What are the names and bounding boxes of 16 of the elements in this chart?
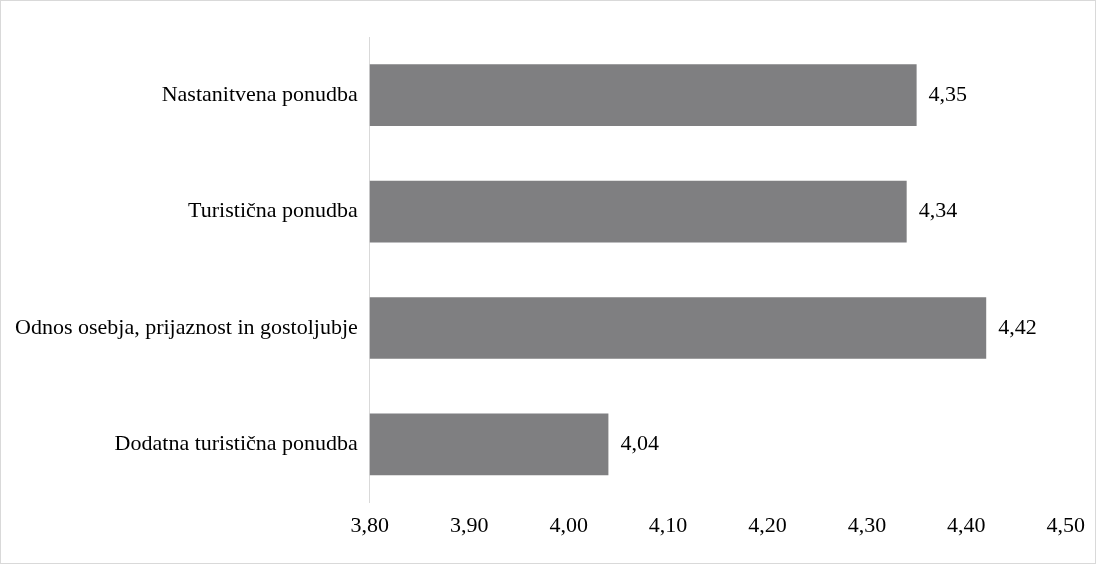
data-label: 4,04 (620, 430, 659, 456)
y-tick-label: Turistična ponudba (188, 197, 359, 223)
x-tick-label: 3,90 (449, 511, 489, 537)
y-tick-label: Odnos osebja, prijaznost in gostoljubje (15, 313, 358, 339)
y-tick-label: Nastanitvena ponudba (161, 80, 359, 106)
data-label: 4,35 (928, 80, 968, 106)
y-tick-label: Dodatna turistična ponudba (114, 430, 359, 456)
x-tick-label: 4,10 (648, 511, 688, 537)
data-label: 4,34 (918, 197, 958, 223)
x-tick-label: 4,20 (748, 511, 787, 537)
x-tick-label: 4,30 (847, 511, 887, 537)
x-tick-label: 4,50 (1046, 511, 1085, 537)
x-tick-label: 3,80 (350, 511, 390, 537)
data-label: 4,42 (998, 313, 1037, 339)
x-tick-label: 4,00 (549, 511, 588, 537)
x-tick-label: 4,40 (947, 511, 986, 537)
